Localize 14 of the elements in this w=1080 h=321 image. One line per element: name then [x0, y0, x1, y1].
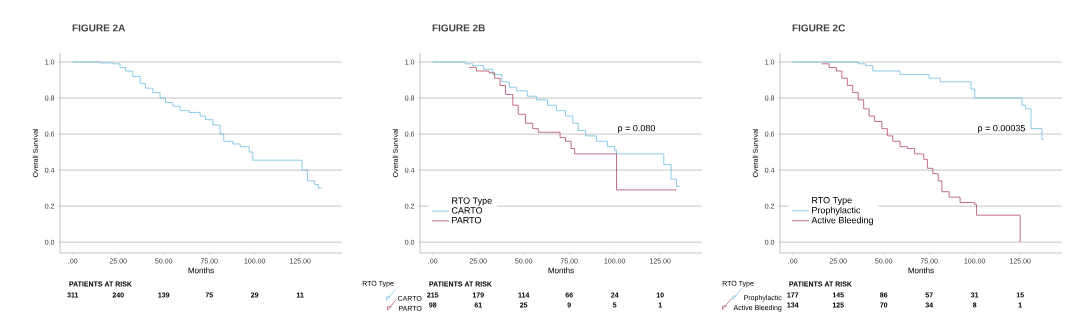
- legend-title: RTO Type: [452, 197, 492, 206]
- annotation: p = 0.080: [618, 124, 656, 134]
- chart-title: FIGURE 2B: [432, 24, 485, 32]
- x-axis-title: Months: [548, 267, 574, 274]
- annotation: p = 0.00035: [978, 124, 1025, 134]
- legend-label: CARTO: [451, 207, 483, 214]
- legend-label: Active Bleeding: [811, 216, 873, 226]
- legend-label: PARTO: [452, 217, 482, 224]
- legend-label: Prophylactic: [812, 206, 861, 216]
- x-axis-title: Months: [908, 267, 934, 274]
- x-axis-title: Months: [188, 267, 214, 274]
- chart-title: FIGURE 2C: [792, 24, 846, 32]
- chart-title: FIGURE 2A: [72, 24, 126, 32]
- legend-title: RTO Type: [812, 196, 852, 206]
